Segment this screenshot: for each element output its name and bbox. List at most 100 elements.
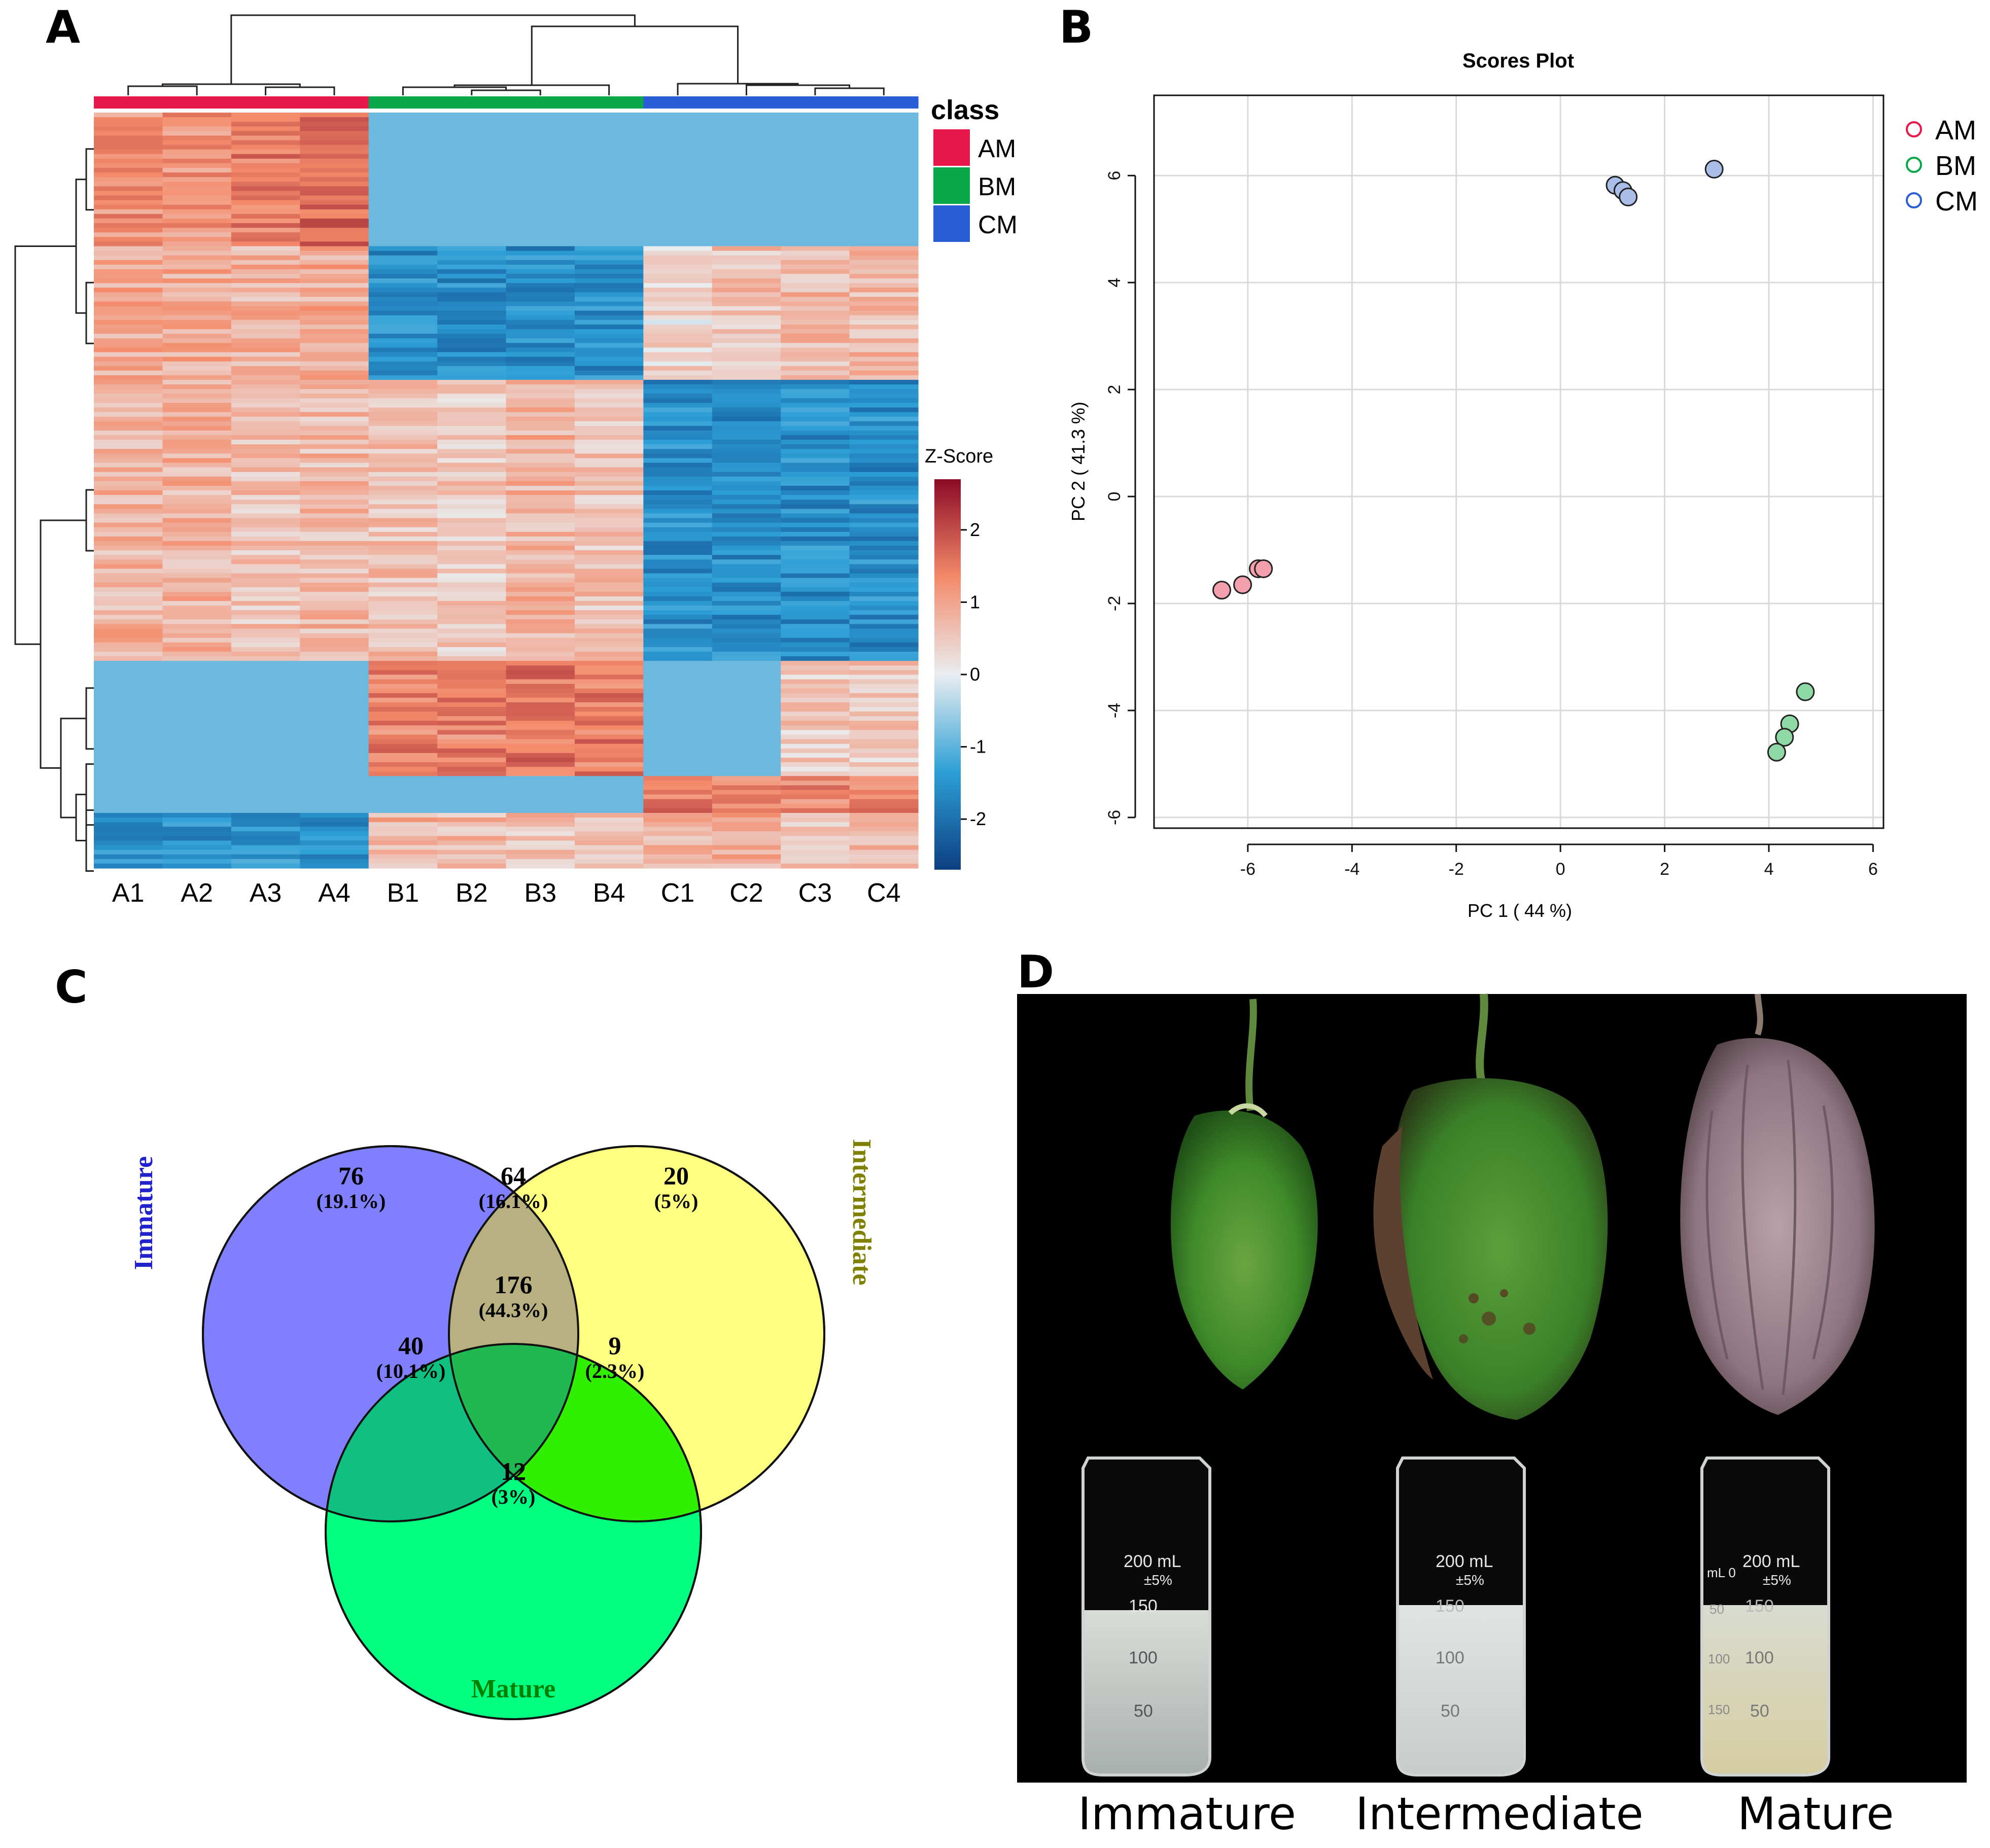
heatmap-cell [94, 518, 163, 523]
heatmap-cell [300, 186, 369, 192]
heatmap-cell [437, 656, 507, 661]
heatmap-cell [506, 394, 575, 399]
heatmap-cell [300, 255, 369, 261]
panel-label-a: A [46, 1, 81, 53]
heatmap-cell [231, 357, 300, 362]
x-tick-label: -2 [1449, 860, 1464, 879]
heatmap-cell [162, 679, 232, 685]
heatmap-cell [162, 260, 232, 265]
heatmap-cell [781, 818, 850, 823]
heatmap-cell [574, 149, 644, 155]
heatmap-cell [162, 624, 232, 629]
heatmap-cell [849, 591, 919, 597]
heatmap-cell [231, 776, 300, 781]
beaker-grad-150-intermediate: 150 [1436, 1596, 1464, 1616]
heatmap-cell [781, 541, 850, 546]
heatmap-cell [368, 582, 438, 588]
heatmap-cell [300, 113, 369, 118]
heatmap-cell [506, 191, 575, 196]
heatmap-cell [849, 343, 919, 348]
heatmap-cell [643, 195, 713, 201]
heatmap-cell [781, 606, 850, 611]
heatmap-cell [712, 762, 781, 767]
heatmap-cell [849, 490, 919, 495]
heatmap-cell [506, 430, 575, 436]
heatmap-cell [506, 776, 575, 781]
heatmap-cell [94, 582, 163, 588]
heatmap-cell [781, 712, 850, 717]
heatmap-cell [574, 702, 644, 707]
venn-diagram: 76 (19.1%) 64 (16.1%) 20 (5%) 176 (44.3%… [129, 1139, 876, 1720]
heatmap-cell [781, 283, 850, 288]
heatmap-cell [162, 536, 232, 542]
heatmap-cell [643, 546, 713, 551]
heatmap-cell [368, 748, 438, 754]
heatmap-cell [781, 361, 850, 367]
heatmap-cell [368, 232, 438, 237]
heatmap-cell [437, 370, 507, 376]
heatmap-cell [712, 550, 781, 555]
heatmap-cell [94, 568, 163, 574]
heatmap-cell [643, 849, 713, 855]
heatmap-cell [781, 444, 850, 449]
legend-label-bm: BM [978, 172, 1016, 201]
heatmap-cell [300, 799, 369, 804]
heatmap-cell [368, 140, 438, 146]
heatmap-cell [574, 117, 644, 122]
heatmap-cell [574, 463, 644, 468]
heatmap-cell [712, 642, 781, 648]
heatmap-cell [849, 624, 919, 629]
heatmap-cell [849, 790, 919, 795]
heatmap-cell [849, 407, 919, 413]
heatmap-cell [506, 237, 575, 242]
heatmap-cell [643, 246, 713, 252]
heatmap-cell [300, 642, 369, 648]
heatmap-cell [781, 564, 850, 570]
heatmap-cell [506, 836, 575, 841]
heatmap-cell [94, 149, 163, 155]
heatmap-cell [94, 352, 163, 358]
heatmap-cell [162, 329, 232, 334]
heatmap-cell [849, 292, 919, 298]
heatmap-cell [506, 674, 575, 680]
heatmap-cell [849, 780, 919, 786]
heatmap-cell [574, 264, 644, 270]
heatmap-cell [849, 283, 919, 288]
heatmap-cell [506, 343, 575, 348]
heatmap-cell [781, 716, 850, 721]
heatmap-cell [94, 854, 163, 860]
score-point-am [1254, 559, 1273, 578]
heatmap-cell [574, 550, 644, 555]
heatmap-cell [574, 601, 644, 606]
heatmap-cell [231, 550, 300, 555]
heatmap-cell [300, 472, 369, 477]
heatmap-cell [849, 278, 919, 283]
heatmap-cell [712, 172, 781, 177]
heatmap-cell [574, 587, 644, 592]
heatmap-cell [368, 228, 438, 233]
heatmap-cell [231, 430, 300, 436]
heatmap-cell [300, 712, 369, 717]
heatmap-cell [643, 596, 713, 601]
heatmap-cell [506, 794, 575, 800]
heatmap-cell [437, 734, 507, 740]
heatmap: A1 A2 A3 A4 B1 B2 B3 B4 C1 C2 C3 C4 class AM BM CM … [14, 14, 1018, 908]
heatmap-cell [300, 223, 369, 228]
heatmap-cell [574, 831, 644, 837]
heatmap-cell [712, 260, 781, 265]
heatmap-cell [574, 637, 644, 643]
heatmap-cell [574, 278, 644, 283]
heatmap-cell [643, 674, 713, 680]
heatmap-cell [712, 721, 781, 726]
heatmap-cell [437, 269, 507, 274]
heatmap-cell [849, 440, 919, 445]
heatmap-cell [781, 628, 850, 634]
heatmap-cell [506, 725, 575, 731]
heatmap-cell [574, 126, 644, 131]
mature-beaker: mL 0 50 100 150 200 mL ±5% 150 100 50 [1700, 1456, 1830, 1776]
y-tick-label: -4 [1105, 703, 1124, 718]
venn-count-int-mat: 9 [609, 1331, 621, 1360]
heatmap-cell [162, 241, 232, 247]
heatmap-cell [231, 306, 300, 311]
heatmap-cell [506, 476, 575, 482]
